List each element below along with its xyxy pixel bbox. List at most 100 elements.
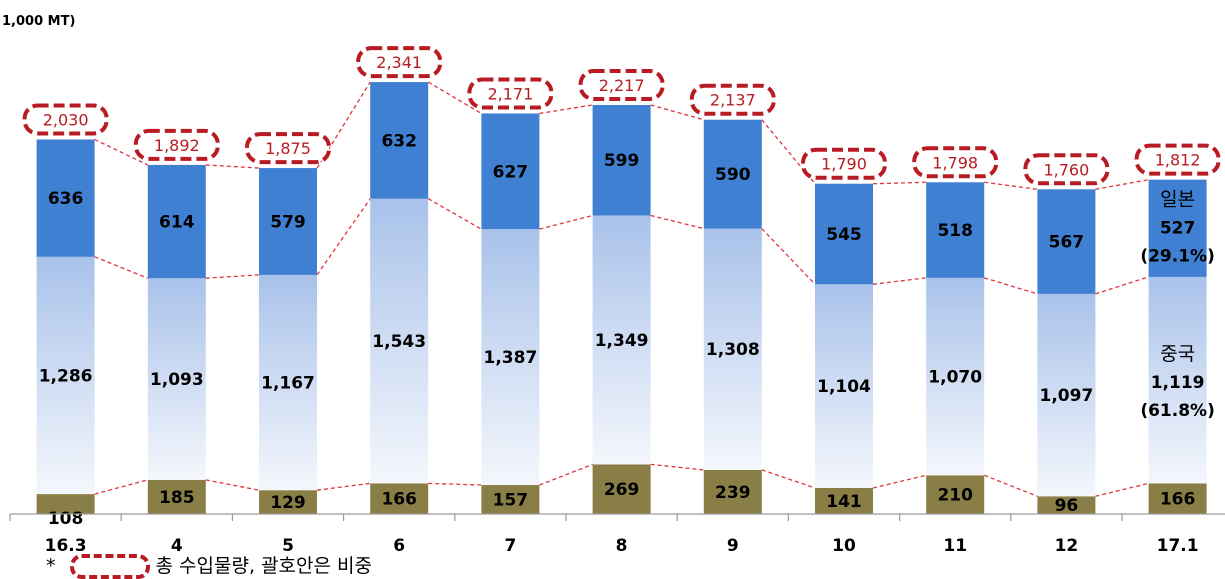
data-labels: 108 636 1,286 185 614 1,093 129 579 1,167 166 632 1… bbox=[39, 131, 1215, 529]
label-other: 141 bbox=[826, 492, 862, 512]
bar-china bbox=[370, 198, 429, 484]
label-japan: 614 bbox=[159, 213, 195, 233]
label-china: 1,349 bbox=[595, 331, 649, 351]
connector-line bbox=[650, 214, 704, 230]
bar-china bbox=[1037, 293, 1096, 497]
bar-china bbox=[259, 274, 317, 491]
label-china: 1,097 bbox=[1040, 386, 1094, 406]
bar-other bbox=[36, 494, 95, 514]
label-other: 166 bbox=[381, 490, 417, 510]
total-callout bbox=[1023, 153, 1110, 186]
connector-line bbox=[1095, 482, 1149, 497]
bar-japan bbox=[592, 104, 651, 216]
category-label: 4 bbox=[171, 536, 183, 556]
connector-line bbox=[650, 463, 704, 471]
label-china: 1,104 bbox=[817, 377, 871, 397]
connector-line bbox=[872, 474, 927, 489]
label-other: 166 bbox=[1160, 490, 1196, 510]
total-label: 2,217 bbox=[599, 76, 645, 95]
total-label: 2,030 bbox=[43, 110, 89, 129]
bar-other bbox=[147, 479, 206, 514]
bar-china bbox=[147, 278, 206, 480]
connector-line bbox=[650, 104, 704, 121]
total-label: 1,875 bbox=[265, 139, 311, 158]
category-label: 5 bbox=[282, 536, 294, 556]
bar-china bbox=[36, 256, 95, 495]
bar-other bbox=[1037, 496, 1096, 514]
share-china: (61.8%) bbox=[1140, 401, 1215, 421]
total-callout bbox=[1134, 143, 1221, 176]
connector-line bbox=[761, 469, 816, 489]
label-other: 210 bbox=[937, 486, 973, 506]
total-callout bbox=[245, 132, 331, 165]
category-label: 9 bbox=[727, 536, 739, 556]
category-label: 12 bbox=[1055, 536, 1079, 556]
label-other: 108 bbox=[48, 509, 84, 529]
connector-line bbox=[872, 277, 927, 285]
bar-japan bbox=[1037, 189, 1096, 294]
bar-china bbox=[926, 277, 985, 476]
connector-line bbox=[316, 198, 371, 276]
label-other: 129 bbox=[270, 493, 306, 513]
connector-line bbox=[761, 228, 816, 285]
label-other: 269 bbox=[604, 480, 640, 500]
total-label: 1,760 bbox=[1043, 160, 1089, 179]
bar-china bbox=[592, 215, 651, 465]
connector-line bbox=[984, 181, 1038, 190]
connector-line bbox=[316, 482, 371, 491]
label-japan: 518 bbox=[937, 221, 973, 241]
bar-japan bbox=[147, 164, 206, 279]
connector-line bbox=[1095, 179, 1149, 190]
label-other: 96 bbox=[1055, 496, 1079, 516]
total-callout bbox=[133, 128, 220, 161]
bar-japan bbox=[259, 168, 317, 275]
total-callout bbox=[578, 68, 665, 101]
connector-line bbox=[94, 479, 148, 495]
total-callout bbox=[912, 146, 999, 179]
unit-label: 1,000 MT) bbox=[2, 14, 76, 29]
connector-line bbox=[539, 214, 593, 230]
category-label: 17.1 bbox=[1157, 536, 1199, 556]
bar-japan bbox=[370, 82, 429, 199]
label-china: 1,093 bbox=[150, 370, 204, 390]
bar-china bbox=[815, 284, 873, 488]
label-japan: 545 bbox=[826, 225, 862, 245]
bar-japan bbox=[703, 119, 762, 229]
bar-china bbox=[703, 228, 762, 470]
connector-line bbox=[94, 256, 149, 279]
connector-line bbox=[205, 274, 260, 279]
connector-line bbox=[984, 277, 1038, 295]
label-china: 1,543 bbox=[372, 332, 426, 352]
bar-other bbox=[926, 475, 985, 514]
category-label: 8 bbox=[616, 536, 628, 556]
total-label: 2,137 bbox=[710, 91, 756, 110]
footnote-text: 총 수입물량, 괄호안은 비중 bbox=[155, 555, 372, 577]
connector-line bbox=[539, 463, 593, 486]
category-label: 6 bbox=[393, 536, 405, 556]
total-label: 1,798 bbox=[932, 153, 978, 172]
label-china: 1,167 bbox=[261, 374, 315, 394]
connector-line bbox=[428, 482, 482, 486]
share-japan: (29.1%) bbox=[1140, 247, 1215, 267]
bar-japan bbox=[926, 182, 985, 278]
bar-japan bbox=[815, 183, 873, 285]
total-callout bbox=[689, 83, 776, 116]
category-label: 10 bbox=[832, 536, 856, 556]
label-other: 157 bbox=[493, 491, 529, 511]
connector-line bbox=[427, 198, 482, 230]
bar-other bbox=[481, 485, 540, 514]
series-name-japan: 일본 bbox=[1160, 189, 1195, 211]
x-axis: 16.3 4 5 6 7 8 9 10 11 12 17.1 bbox=[9, 513, 1225, 556]
footnote-marker: * bbox=[46, 555, 56, 577]
footnote: * 총 수입물량, 괄호안은 비중 bbox=[46, 551, 372, 579]
label-japan: 599 bbox=[604, 151, 640, 171]
label-japan: 632 bbox=[381, 131, 417, 151]
bar-china bbox=[481, 229, 540, 486]
label-china: 1,387 bbox=[484, 348, 538, 368]
total-label: 1,892 bbox=[154, 136, 200, 155]
label-japan: 527 bbox=[1160, 219, 1196, 239]
label-japan: 590 bbox=[715, 165, 751, 185]
label-japan: 636 bbox=[48, 189, 84, 209]
total-label: 1,812 bbox=[1155, 151, 1201, 170]
category-label: 16.3 bbox=[45, 536, 87, 556]
